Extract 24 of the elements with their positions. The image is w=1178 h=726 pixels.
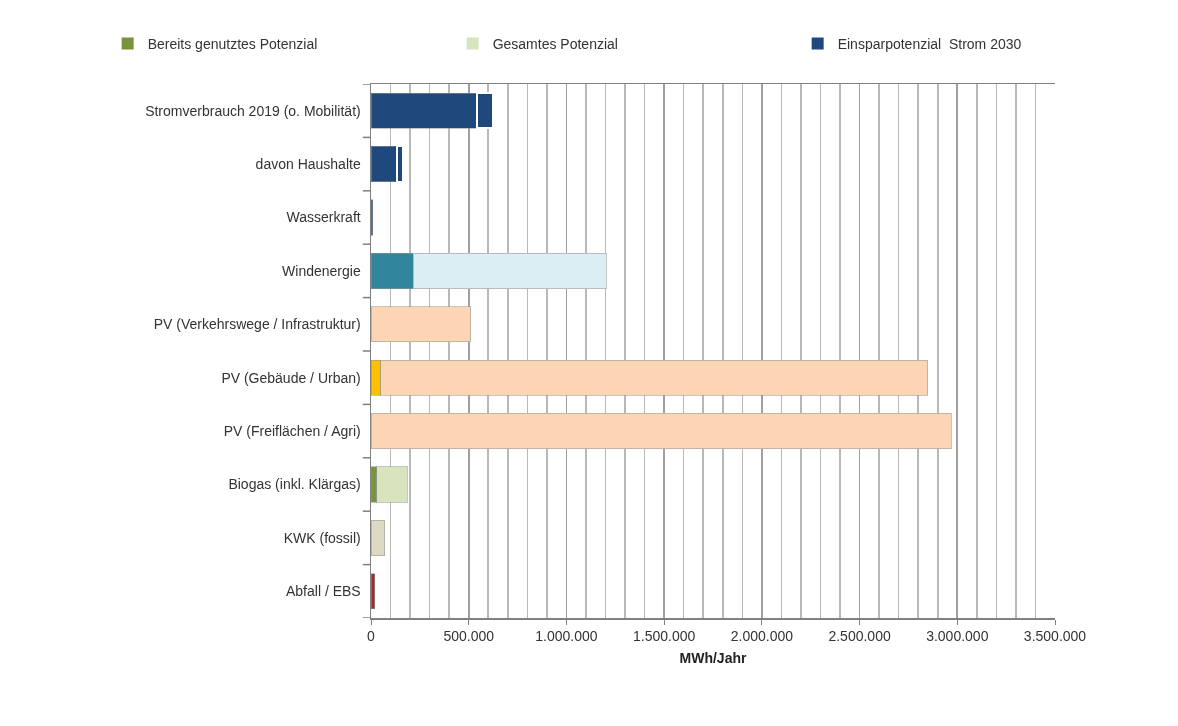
x-tick-label: 3.000.000 [926,628,989,645]
x-tick-label: 1.500.000 [632,628,696,645]
y-tick-label: davon Haushalte [255,156,361,172]
x-tick-label: 2.000.000 [730,628,794,645]
y-tick-label: PV (Verkehrswege / Infrastruktur) [153,316,361,333]
y-tick-label: KWK (fossil) [283,529,361,546]
x-tick-label: 500.000 [443,628,495,645]
y-tick-label: Biogas (inkl. Klärgas) [228,476,361,493]
legend-label: Einsparpotenzial Strom 2030 [837,35,1022,52]
legend-label: Gesamtes Potenzial [492,35,618,52]
y-tick-label: Windenergie [282,262,361,279]
legend-label: Bereits genutztes Potenzial [147,35,318,52]
y-tick-label: Wasserkraft [286,209,361,226]
y-tick-label: Abfall / EBS [286,583,361,600]
x-tick-label: 2.500.000 [828,628,891,645]
x-axis-title: MWh/Jahr [679,650,747,667]
bar [371,573,376,610]
x-tick-label: 3.500.000 [1023,628,1087,645]
y-tick-label: Stromverbrauch 2019 (o. Mobilität) [145,102,361,119]
y-tick-label: PV (Gebäude / Urban) [221,369,361,386]
x-tick-label: 0 [367,628,376,645]
bar [371,519,386,557]
x-tick-label: 1.000.000 [535,628,598,645]
y-tick-label: PV (Freiflächen / Agri) [223,423,361,439]
